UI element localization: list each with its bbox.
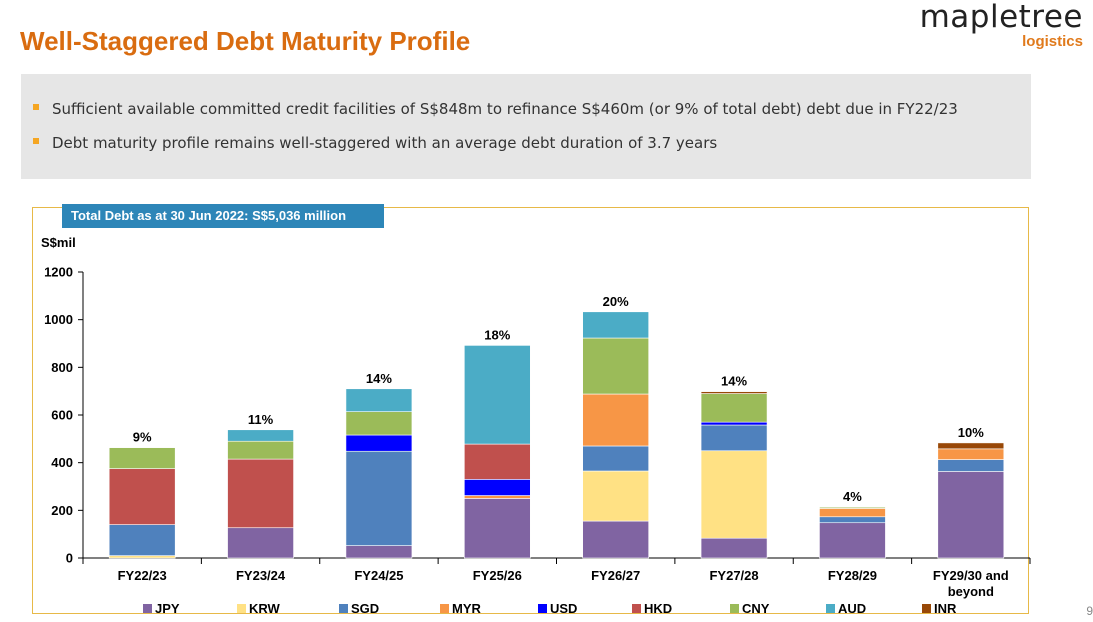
bar-segment-inr [700,391,768,394]
bar-segment-krw [582,470,649,522]
legend-label-sgd: SGD [351,601,379,616]
legend-swatch-hkd [632,604,641,613]
legend-swatch-jpy [143,604,152,613]
legend-label-inr: INR [934,601,957,616]
bar-segment-jpy [819,522,886,559]
bar-segment-krw [700,450,768,539]
bar-segment-jpy [582,520,649,559]
bar-segment-jpy [937,471,1005,559]
bar-segment-inr [937,442,1005,450]
bar-segment-hkd [464,443,531,480]
legend-swatch-aud [826,604,835,613]
x-tick-label: FY23/24 [236,568,286,583]
bar-segment-hkd [227,458,294,529]
bar-segment-sgd [582,445,649,472]
company-logo: mapletree logistics [920,0,1083,50]
bar-percent-label: 18% [484,327,510,342]
bar-percent-label: 14% [721,374,747,389]
legend-swatch-krw [237,604,246,613]
bullet-square-icon [33,103,39,110]
bar-segment-aud [464,345,531,445]
y-tick-label: 1200 [44,265,73,280]
key-points-panel: Sufficient available committed credit fa… [21,74,1031,179]
x-tick-label: FY25/26 [473,568,522,583]
x-tick-label: FY24/25 [354,568,403,583]
bar-segment-myr [582,393,649,447]
y-axis-label: S$mil [41,235,76,250]
bar-percent-label: 10% [958,425,984,440]
bar-segment-jpy [464,498,531,559]
bar-segment-jpy [700,537,768,559]
x-tick-label: beyond [948,584,994,599]
bar-segment-cny [582,337,649,395]
bar-segment-sgd [937,459,1005,472]
bar-segment-sgd [819,516,886,524]
x-tick-label: FY29/30 and [933,568,1009,583]
legend-swatch-cny [730,604,739,613]
legend-label-aud: AUD [838,601,866,616]
legend-swatch-inr [922,604,931,613]
bar-percent-label: 11% [248,412,274,427]
x-tick-label: FY28/29 [828,568,877,583]
legend-label-usd: USD [550,601,577,616]
bar-segment-usd [700,421,768,426]
logo-wordmark: mapletree [919,0,1083,35]
y-tick-label: 400 [51,455,73,470]
bar-segment-krw [108,555,176,559]
bar-segment-jpy [345,545,413,559]
bar-segment-sgd [345,450,413,546]
legend-swatch-sgd [339,604,348,613]
y-tick-label: 1000 [44,312,73,327]
legend-label-myr: MYR [452,601,482,616]
bar-percent-label: 4% [843,489,862,504]
page-title: Well-Staggered Debt Maturity Profile [20,26,471,56]
legend-label-cny: CNY [742,601,770,616]
bar-segment-usd [464,479,531,496]
bar-segment-cny [108,447,176,469]
bar-segment-aud [345,388,413,412]
bullet-square-icon [33,137,39,144]
bar-percent-label: 9% [133,430,152,445]
y-tick-label: 0 [66,551,73,566]
bar-segment-cny [819,506,886,509]
chart-frame [32,207,1029,614]
bar-segment-myr [464,495,531,499]
bar-segment-myr [937,448,1005,460]
legend-label-hkd: HKD [644,601,672,616]
bullet-point: Debt maturity profile remains well-stagg… [33,134,717,152]
bar-segment-hkd [108,468,176,525]
bar-segment-jpy [227,527,294,559]
bar-segment-cny [227,440,294,460]
legend-label-krw: KRW [249,601,281,616]
bar-segment-sgd [108,524,176,556]
logo-subtitle: logistics [1022,33,1083,50]
total-debt-label: Total Debt as at 30 Jun 2022: S$5,036 mi… [62,204,384,228]
x-tick-label: FY22/23 [118,568,167,583]
bullet-text: Debt maturity profile remains well-stagg… [52,134,718,152]
y-tick-label: 800 [51,360,73,375]
page-number: 9 [1086,604,1093,618]
x-tick-label: FY27/28 [709,568,758,583]
bar-segment-aud [227,429,294,442]
bar-segment-aud [582,311,649,339]
x-tick-label: FY26/27 [591,568,640,583]
bullet-text: Sufficient available committed credit fa… [52,100,958,118]
bar-percent-label: 20% [603,294,629,309]
bar-percent-label: 14% [366,371,392,386]
bar-segment-cny [700,393,768,423]
legend-swatch-myr [440,604,449,613]
bar-segment-usd [345,434,413,452]
bar-segment-myr [819,508,886,518]
bullet-point: Sufficient available committed credit fa… [33,100,958,118]
bar-segment-cny [345,411,413,436]
y-tick-label: 200 [51,503,73,518]
bar-segment-sgd [700,424,768,452]
legend-swatch-usd [538,604,547,613]
y-tick-label: 600 [51,408,73,423]
legend-label-jpy: JPY [155,601,180,616]
